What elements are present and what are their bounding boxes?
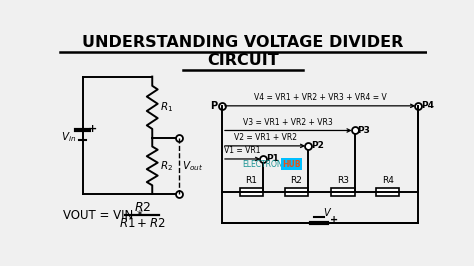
Text: $R_2$: $R_2$	[160, 159, 173, 173]
Text: P1: P1	[266, 155, 279, 164]
Text: V1 = VR1: V1 = VR1	[224, 146, 261, 155]
Text: $V_{out}$: $V_{out}$	[182, 159, 204, 173]
Text: P4: P4	[421, 101, 434, 110]
Text: P: P	[210, 101, 218, 111]
Text: V4 = VR1 + VR2 + VR3 + VR4 = V: V4 = VR1 + VR2 + VR3 + VR4 = V	[254, 93, 386, 102]
Text: $V_{in}$: $V_{in}$	[61, 130, 76, 144]
FancyBboxPatch shape	[240, 188, 263, 196]
Text: P2: P2	[311, 142, 324, 150]
Text: R1: R1	[246, 176, 257, 185]
Text: ELECTRONICS: ELECTRONICS	[242, 160, 295, 169]
FancyBboxPatch shape	[285, 188, 308, 196]
Text: $R2$: $R2$	[134, 201, 151, 214]
Text: VOUT = VIN *: VOUT = VIN *	[63, 209, 143, 222]
Text: V: V	[323, 208, 329, 218]
Text: +: +	[88, 124, 97, 134]
Text: HUB: HUB	[283, 160, 301, 169]
Text: R4: R4	[382, 176, 394, 185]
Text: UNDERSTANDING VOLTAGE DIVIDER: UNDERSTANDING VOLTAGE DIVIDER	[82, 35, 404, 50]
FancyBboxPatch shape	[331, 188, 355, 196]
Text: P3: P3	[357, 126, 371, 135]
Text: +: +	[330, 215, 338, 225]
Text: V2 = VR1 + VR2: V2 = VR1 + VR2	[234, 133, 297, 142]
Text: CIRCUIT: CIRCUIT	[207, 53, 279, 68]
Text: V3 = VR1 + VR2 + VR3: V3 = VR1 + VR2 + VR3	[243, 118, 333, 127]
Text: R2: R2	[291, 176, 302, 185]
Text: $R1+R2$: $R1+R2$	[119, 217, 165, 230]
FancyBboxPatch shape	[376, 188, 400, 196]
Text: $R_1$: $R_1$	[160, 101, 173, 114]
Text: R3: R3	[337, 176, 349, 185]
